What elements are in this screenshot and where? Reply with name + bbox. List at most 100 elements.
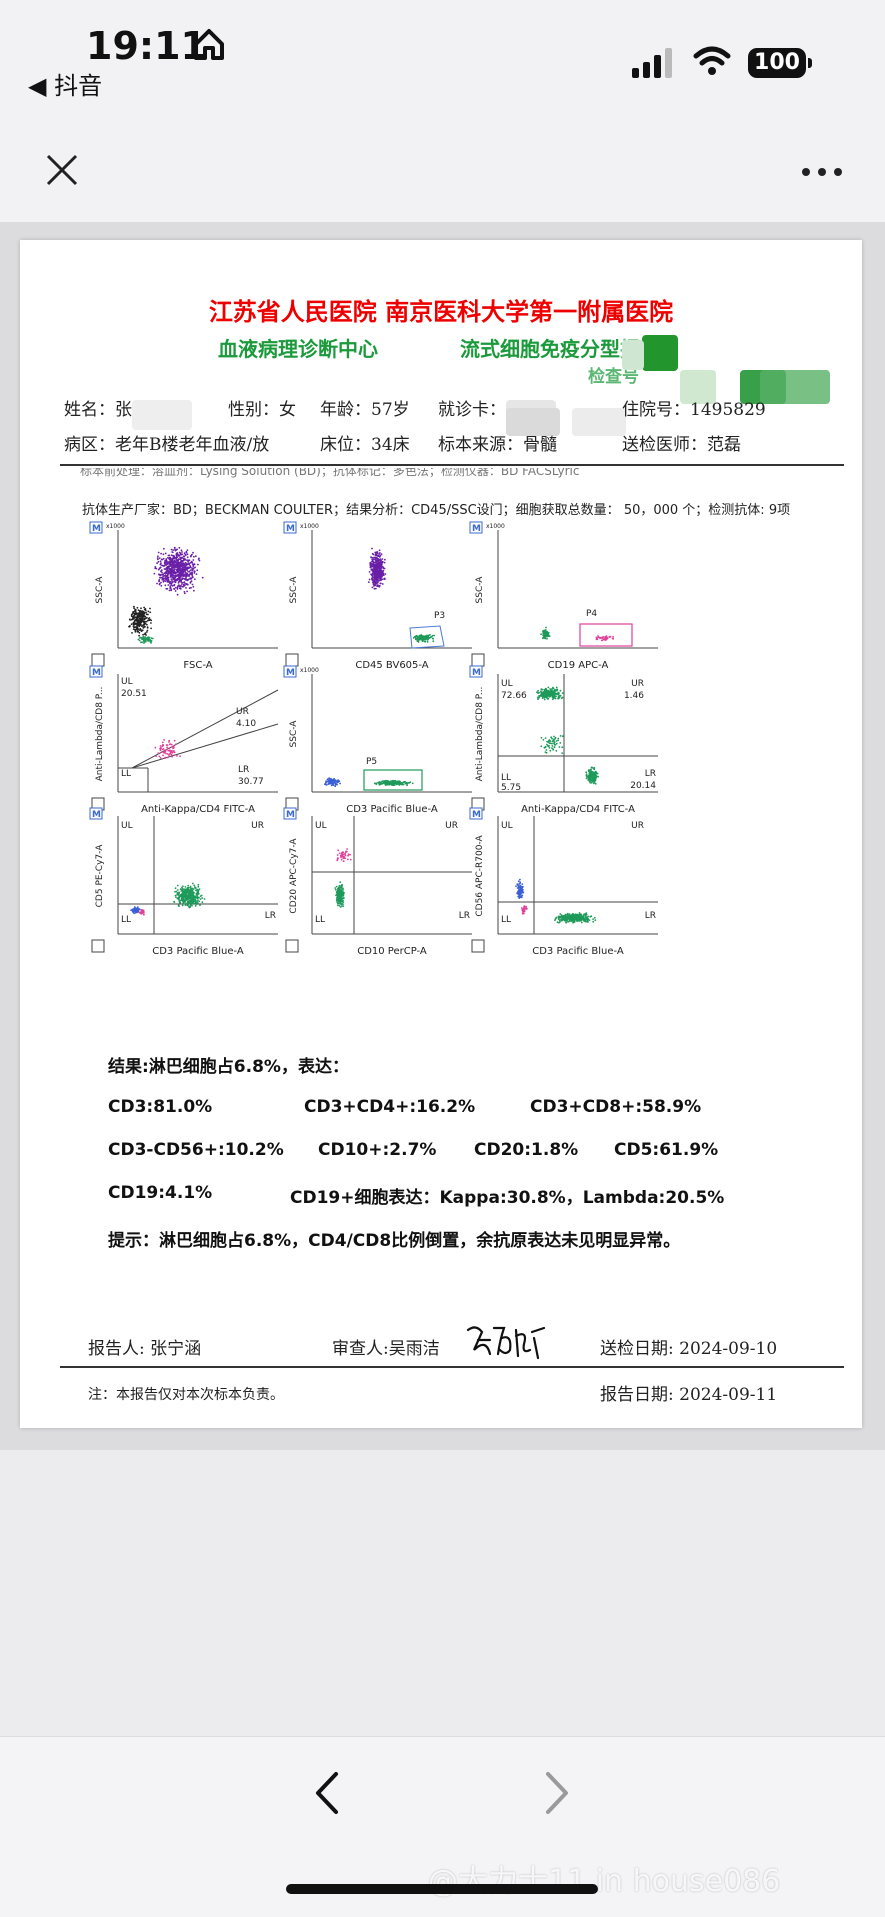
myeloid-cloud: [367, 547, 387, 590]
reviewer-signature: [466, 1326, 546, 1360]
flow-plot: M Anti-Kappa/CD4 FITC-A Anti-Lambda/CD8 P.…: [468, 664, 668, 834]
cd20-pos-cloud: [336, 848, 352, 863]
menu-badge: [283, 807, 297, 820]
pink-cloud: [138, 909, 145, 916]
flow-plot: M CD10 PerCP-A CD20 APC-Cy7-A UL UR LL LR: [282, 806, 482, 976]
footer-divider: [60, 1366, 844, 1368]
viewer-header: [0, 110, 885, 222]
quadrant-label: UR: [236, 707, 249, 717]
status-bar: 19:11 ◀ 抖音 100: [0, 0, 885, 110]
quadrant-label: UR: [631, 821, 644, 831]
signal-icon: [632, 48, 672, 78]
x-axis-label: Anti-Kappa/CD4 FITC-A: [141, 804, 255, 815]
flow-plot-svg: M CD10 PerCP-A CD20 APC-Cy7-A UL UR LL LR: [283, 807, 472, 957]
cd19-cloud: [154, 739, 181, 759]
gate-p3: [409, 625, 445, 649]
flow-plot-svg: M CD3 Pacific Blue-A CD5 PE-Cy7-A UL UR LL LR: [89, 807, 278, 957]
reporter: 报告人: 张宁涵: [88, 1339, 202, 1359]
quadrant-label: UR: [631, 679, 644, 689]
quadrant-value: 5.75: [501, 783, 521, 793]
quadrant-label: UR: [251, 821, 264, 831]
flow-plot: M CD19 APC-A SSC-A x1000 P4: [468, 520, 668, 690]
y-axis-label: Anti-Lambda/CD8 P...: [475, 687, 485, 782]
quadrant-label: LL: [121, 769, 131, 779]
blue-cloud: [130, 906, 141, 915]
flow-plot: M Anti-Kappa/CD4 FITC-A Anti-Lambda/CD8 P.…: [88, 664, 288, 834]
close-icon[interactable]: [42, 150, 82, 190]
cd20-neg-cloud: [334, 881, 345, 908]
menu-badge-label: M: [472, 810, 481, 820]
back-to-app-link[interactable]: ◀ 抖音: [28, 72, 103, 100]
result-cd10: CD10+:2.7%: [318, 1140, 437, 1160]
x-axis-label: CD19 APC-A: [548, 660, 609, 671]
scatter-cloud: [540, 735, 564, 754]
menu-badge: [89, 807, 103, 820]
quadrant-label: LR: [459, 911, 470, 921]
home-indicator[interactable]: [286, 1884, 598, 1894]
axis-unit: x1000: [300, 667, 319, 674]
quadrant-label: UL: [501, 821, 513, 831]
menu-badge: [283, 665, 297, 678]
mosaic-block: [760, 370, 830, 404]
patient-name: 姓名：张: [64, 400, 132, 420]
flow-plot: M FSC-A SSC-A x1000: [88, 520, 288, 690]
gate-p4: [579, 623, 633, 647]
patient-age: 年龄：57岁: [320, 400, 410, 420]
result-kappa-lambda: CD19+细胞表达：Kappa:30.8%，Lambda:20.5%: [290, 1188, 725, 1208]
antibody-line: 抗体生产厂家：BD；BECKMAN COULTER；结果分析：CD45/SSC设…: [82, 503, 791, 518]
flow-plot: M CD3 Pacific Blue-A CD5 PE-Cy7-A UL UR LL LR: [88, 806, 288, 976]
result-hint: 提示：淋巴细胞占6.8%，CD4/CD8比例倒置，余抗原表达未见明显异常。: [108, 1231, 681, 1251]
menu-badge-label: M: [286, 810, 295, 820]
header-divider: [60, 464, 844, 466]
result-cd20: CD20:1.8%: [474, 1140, 579, 1160]
submit-date: 送检日期: 2024-09-10: [600, 1339, 778, 1359]
gate-p5: [363, 769, 423, 791]
exam-no-label: 检查号: [588, 367, 639, 387]
menu-badge-label: M: [472, 668, 481, 678]
quadrant-label: LR: [645, 911, 656, 921]
quadrant-value: 72.66: [501, 691, 527, 701]
menu-badge-label: M: [92, 810, 101, 820]
battery-indicator: 100: [748, 48, 806, 78]
x-axis-label: CD45 BV605-A: [355, 660, 428, 671]
axis-unit: x1000: [106, 523, 125, 530]
quadrant-label: UL: [501, 679, 513, 689]
mosaic-block: [132, 400, 192, 430]
result-cd3-cd8: CD3+CD8+:58.9%: [530, 1097, 702, 1117]
result-cd19: CD19:4.1%: [108, 1183, 213, 1203]
blue-cloud: [324, 777, 341, 788]
patient-bed: 床位：34床: [320, 435, 410, 455]
cd19-neg-cloud: [540, 626, 551, 640]
center-name: 血液病理诊断中心: [218, 337, 378, 361]
quadrant-label: UR: [445, 821, 458, 831]
mosaic-block: [506, 408, 560, 436]
axis-unit: x1000: [486, 523, 505, 530]
flow-plot: M CD45 BV605-A SSC-A x1000 P3: [282, 520, 482, 690]
menu-badge-label: M: [472, 524, 481, 534]
mosaic-block: [642, 335, 678, 371]
test-name-text: 流式细胞免疫分型: [460, 337, 620, 361]
patient-sex: 性别：女: [228, 400, 296, 420]
flow-plot-svg: M CD3 Pacific Blue-A SSC-A x1000 P5: [283, 665, 472, 815]
result-cd5: CD5:61.9%: [614, 1140, 719, 1160]
quadrant-label: LL: [501, 773, 511, 783]
y-axis-label: CD5 PE-Cy7-A: [95, 844, 105, 908]
status-time: 19:11: [86, 24, 207, 68]
menu-badge: [469, 665, 483, 678]
result-title: 结果:淋巴细胞占6.8%，表达：: [108, 1057, 349, 1077]
more-icon[interactable]: [800, 166, 844, 178]
lymph-cloud: [412, 634, 435, 643]
next-icon[interactable]: [540, 1768, 574, 1818]
method-line: 标本前处理：溶血剂：Lysing Solution (BD)；抗体标记：多色法；…: [80, 468, 580, 478]
diag-card: 就诊卡：: [438, 400, 506, 420]
gate-line: [131, 689, 279, 769]
mosaic-block: [680, 370, 716, 404]
lymph-cloud: [137, 635, 154, 644]
menu-badge: [89, 665, 103, 678]
y-axis-label: SSC-A: [289, 720, 299, 748]
previous-icon[interactable]: [310, 1768, 344, 1818]
x-axis-label: CD3 Pacific Blue-A: [532, 946, 624, 957]
gate-label: P4: [586, 609, 597, 619]
y-axis-label: Anti-Lambda/CD8 P...: [95, 687, 105, 782]
menu-badge: [89, 521, 103, 534]
